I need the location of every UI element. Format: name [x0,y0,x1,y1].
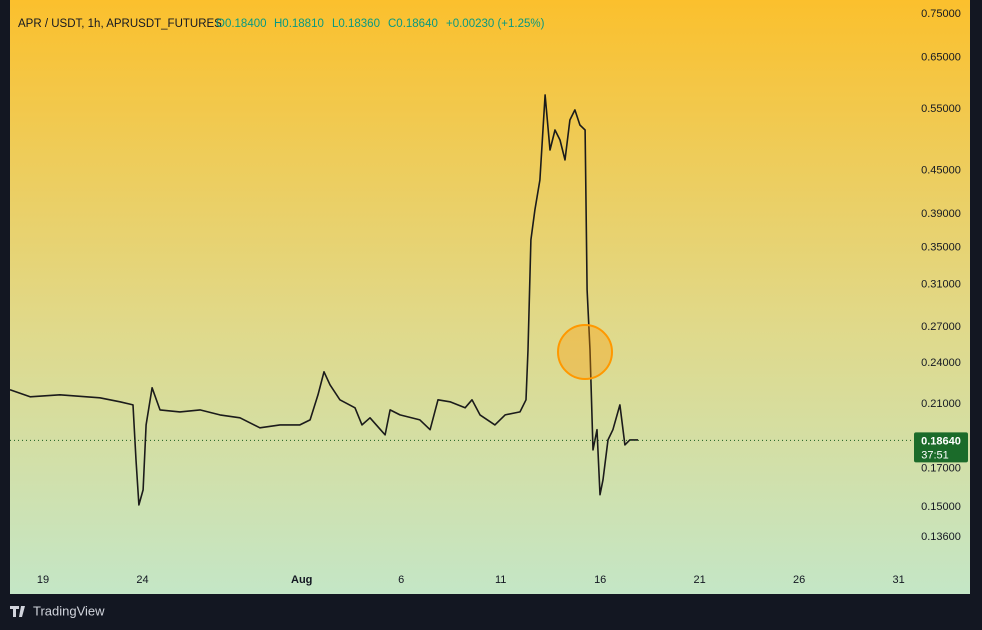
price-line [9,94,638,506]
plot-area: 0.75000 0.65000 0.55000 0.45000 0.39000 0.350… [9,8,968,586]
ohlc-high: H0.18810 [274,18,324,30]
brand-name: TradingView [33,603,105,618]
x-tick-label: 11 [495,574,506,586]
x-tick-label: 31 [893,574,905,586]
x-tick-label: Aug [291,574,312,586]
countdown-label: 37:51 [921,449,949,461]
brand-logo: TradingView [10,603,105,618]
ohlc-open: O0.18400 [216,18,267,30]
y-tick-label: 0.35000 [921,241,961,253]
y-tick-label: 0.15000 [921,501,961,513]
chart-title: APR / USDT, 1h, APRUSDT_FUTURES [18,18,222,30]
x-tick-label: 19 [37,574,49,586]
x-tick-label: 16 [594,574,606,586]
last-price-label: 0.18640 [921,435,961,447]
x-tick-label: 21 [694,574,706,586]
y-tick-label: 0.24000 [921,357,961,369]
y-tick-label: 0.65000 [921,52,961,64]
y-tick-label: 0.45000 [921,164,961,176]
y-tick-label: 0.17000 [921,463,961,475]
chart-background [10,0,970,594]
y-tick-label: 0.75000 [921,8,961,20]
y-tick-label: 0.31000 [921,279,961,291]
ohlc-low: L0.18360 [332,18,380,30]
y-tick-label: 0.27000 [921,321,961,333]
last-price-box [914,432,968,463]
y-tick-label: 0.39000 [921,208,961,220]
y-tick-label: 0.21000 [921,398,961,410]
x-tick-label: 26 [793,574,805,586]
y-tick-label: 0.13600 [921,531,961,543]
price-change: +0.00230 (+1.25%) [446,18,545,30]
highlight-circle [557,324,613,380]
x-tick-label: 24 [136,574,148,586]
ohlc-close: C0.18640 [388,18,438,30]
x-tick-label: 6 [398,574,404,586]
y-tick-label: 0.55000 [921,103,961,115]
